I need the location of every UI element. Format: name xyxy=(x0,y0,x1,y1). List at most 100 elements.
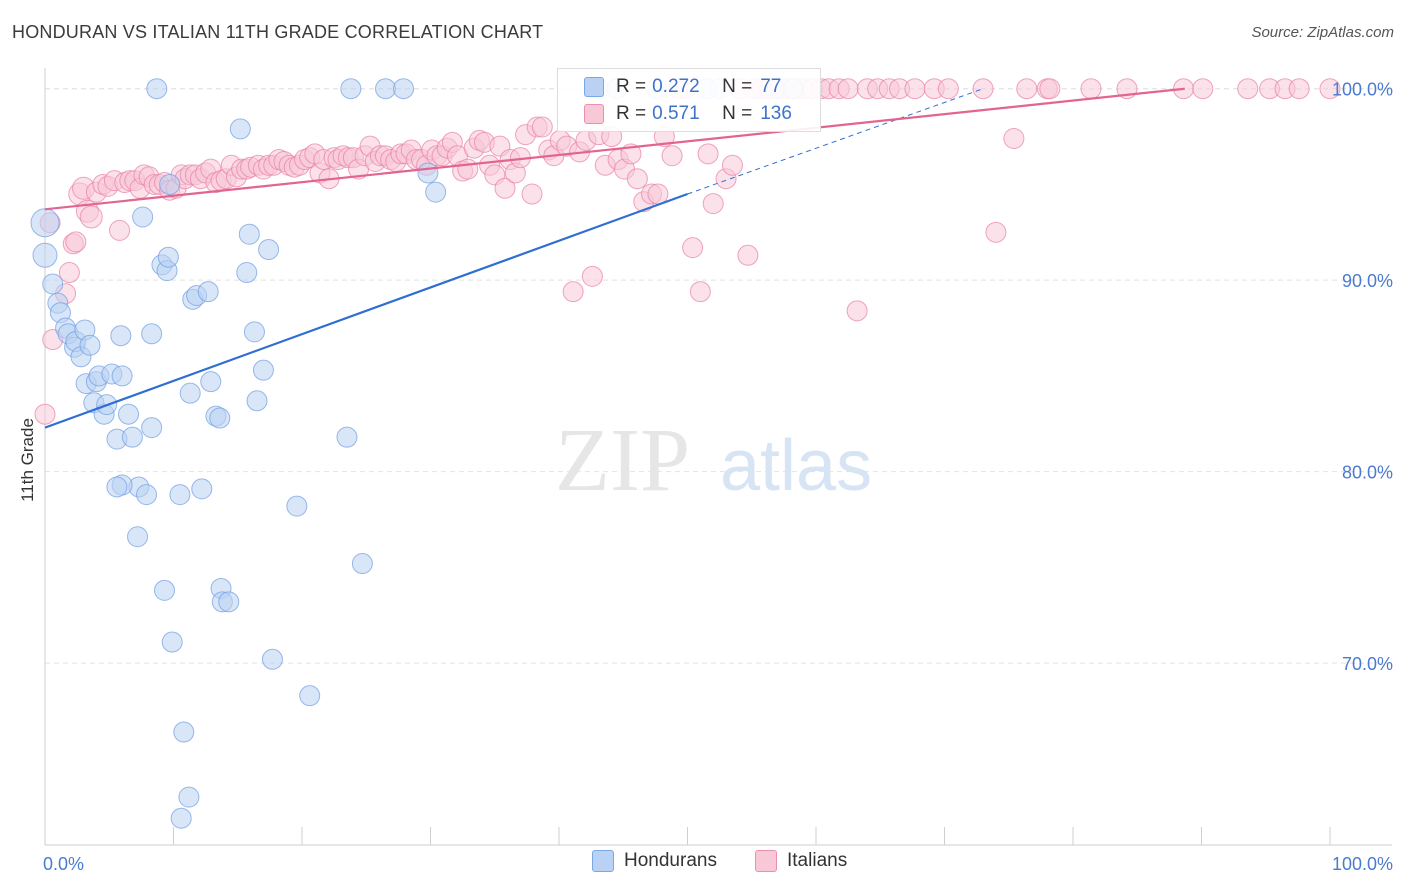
legend-r-value: 0.571 xyxy=(652,103,700,124)
legend-swatch-hondurans xyxy=(584,77,604,97)
legend-swatch-italians xyxy=(584,104,604,124)
x-tick-label: 0.0% xyxy=(43,854,84,874)
italians-point xyxy=(972,78,994,100)
italians-point xyxy=(521,183,543,205)
hondurans-point xyxy=(121,426,143,448)
italians-point xyxy=(1016,78,1038,100)
hondurans-point xyxy=(218,591,240,613)
legend-r-label: R = xyxy=(616,76,647,97)
italians-point xyxy=(494,177,516,199)
hondurans-point xyxy=(197,281,219,303)
italians-point xyxy=(581,265,603,287)
italians-point xyxy=(697,143,719,165)
hondurans-point xyxy=(200,371,222,393)
legend-r-value: 0.272 xyxy=(652,76,700,97)
hondurans-point xyxy=(146,78,168,100)
italians-point xyxy=(531,116,553,138)
hondurans-point xyxy=(141,417,163,439)
legend-row-hondurans: R = 0.272 N = 77 xyxy=(584,74,781,100)
hondurans-point xyxy=(299,685,321,707)
hondurans-point xyxy=(111,365,133,387)
chart-source: Source: ZipAtlas.com xyxy=(1251,24,1394,41)
bottom-legend-label-hondurans: Hondurans xyxy=(624,850,717,871)
hondurans-point xyxy=(173,721,195,743)
bottom-legend-label-italians: Italians xyxy=(787,850,848,871)
hondurans-point xyxy=(286,495,308,517)
italians-point xyxy=(702,193,724,215)
italians-point xyxy=(647,183,669,205)
hondurans-point xyxy=(261,648,283,670)
hondurans-point xyxy=(127,526,149,548)
italians-point xyxy=(1192,78,1214,100)
hondurans-point xyxy=(417,162,439,184)
italians-point xyxy=(626,168,648,190)
axes xyxy=(44,68,1392,846)
italians-point xyxy=(904,78,926,100)
trend-line-italians xyxy=(44,87,1185,211)
bottom-legend-italians: Italians xyxy=(755,850,847,872)
italians-point xyxy=(1319,78,1341,100)
trend-line-hondurans xyxy=(44,192,688,429)
y-tick-label: 70.0% xyxy=(1342,654,1393,674)
legend-n-value: 136 xyxy=(760,103,792,124)
italians-point xyxy=(65,231,87,253)
hondurans-point xyxy=(209,407,231,429)
chart-title: HONDURAN VS ITALIAN 11TH GRADE CORRELATI… xyxy=(12,22,544,42)
x-tick-label: 100.0% xyxy=(1332,854,1393,874)
hondurans-point xyxy=(159,173,181,195)
italians-point xyxy=(1237,78,1259,100)
italians-point xyxy=(1288,78,1310,100)
hondurans-point xyxy=(258,239,280,261)
italians-point xyxy=(79,205,103,229)
italians-point xyxy=(457,158,479,180)
watermark-zip: ZIP xyxy=(555,411,690,510)
hondurans-point xyxy=(351,553,373,575)
trend-line-hondurans-extension xyxy=(687,88,984,195)
bottom-legend: Hondurans Italians xyxy=(0,850,1406,878)
italians-point xyxy=(562,281,584,303)
legend-n-label: N = xyxy=(722,103,753,124)
hondurans-point xyxy=(30,208,60,238)
legend-n-value: 77 xyxy=(760,76,782,97)
hondurans-point xyxy=(246,390,268,412)
italians-point xyxy=(837,78,859,100)
legend-n-label: N = xyxy=(722,76,753,97)
hondurans-point xyxy=(236,262,258,284)
hondurans-point xyxy=(170,807,192,829)
y-tick-label: 90.0% xyxy=(1342,271,1393,291)
hondurans-point xyxy=(243,321,265,343)
bottom-legend-hondurans: Hondurans xyxy=(592,850,717,872)
italians-point xyxy=(846,300,868,322)
hondurans-point xyxy=(238,223,260,245)
hondurans-point xyxy=(178,786,200,808)
hondurans-point xyxy=(336,426,358,448)
hondurans-point xyxy=(141,323,163,345)
hondurans-point xyxy=(169,484,191,506)
y-tick-label: 80.0% xyxy=(1342,463,1393,483)
hondurans-point xyxy=(42,273,64,295)
bottom-legend-swatch-hondurans xyxy=(592,850,614,872)
italians-point xyxy=(985,221,1007,243)
italians-point xyxy=(34,403,56,425)
hondurans-point xyxy=(161,631,183,653)
italians-point xyxy=(689,281,711,303)
hondurans-point xyxy=(106,476,128,498)
hondurans-point xyxy=(132,206,154,228)
hondurans-point xyxy=(375,78,397,100)
italians-point xyxy=(1039,78,1061,100)
hondurans-point xyxy=(32,242,58,268)
italians-point xyxy=(737,244,759,266)
bottom-legend-swatch-italians xyxy=(755,850,777,872)
italians-point xyxy=(1003,128,1025,149)
italians-point xyxy=(1080,78,1102,100)
hondurans-point xyxy=(191,478,213,500)
hondurans-point xyxy=(136,484,158,506)
legend: R = 0.272 N = 77 R = 0.571 N = 136 xyxy=(557,68,821,132)
watermark-atlas: atlas xyxy=(720,426,872,506)
italians-point xyxy=(937,78,959,100)
hondurans-point xyxy=(110,325,132,347)
hondurans-point xyxy=(252,359,274,381)
hondurans-point xyxy=(340,78,362,100)
hondurans-point xyxy=(393,78,415,100)
